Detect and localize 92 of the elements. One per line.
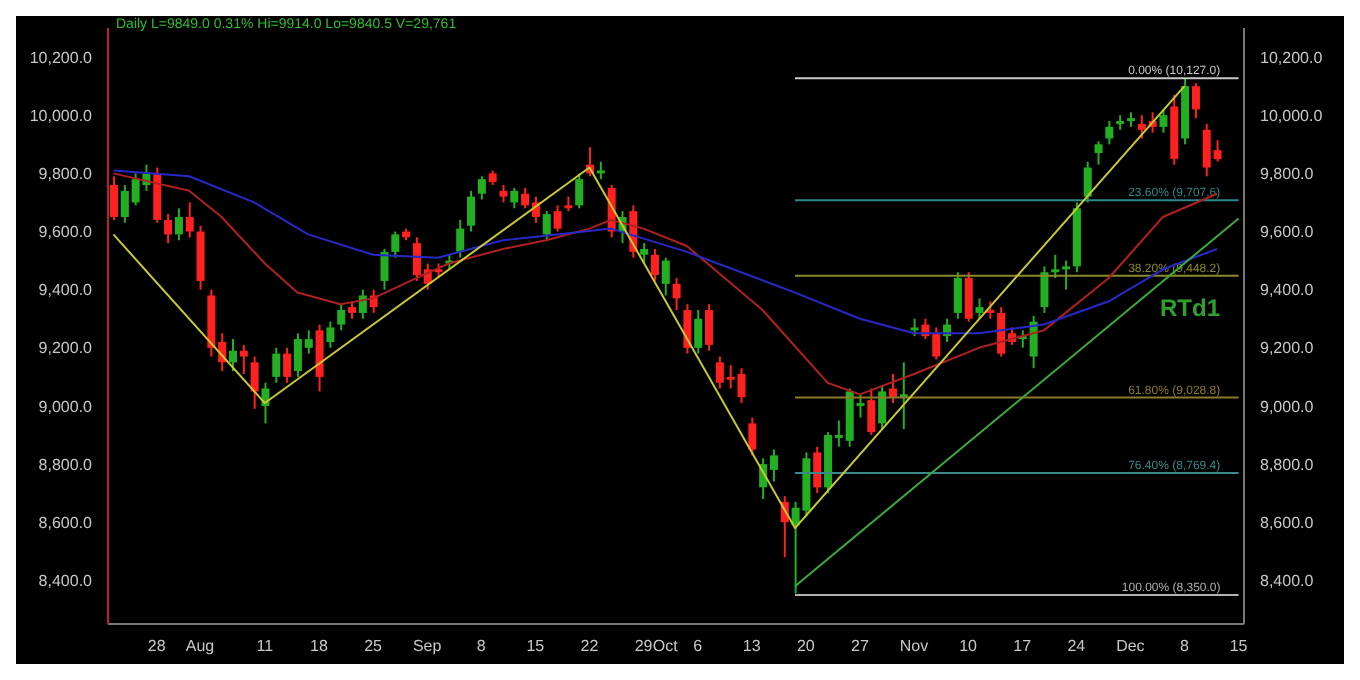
- line-series: [112, 169, 1218, 335]
- candlestick: [510, 186, 519, 210]
- x-tick-label: 27: [851, 637, 870, 656]
- x-tick-label: Aug: [185, 637, 215, 656]
- candlestick: [575, 172, 584, 210]
- candlestick: [553, 204, 562, 233]
- candlestick: [477, 175, 486, 201]
- x-tick-label: 8: [476, 637, 487, 656]
- y-tick-label: 8,800.0: [38, 455, 94, 474]
- candlestick: [672, 277, 681, 312]
- y-tick-label: 9,000.0: [38, 397, 94, 416]
- x-tick-label: 24: [1067, 637, 1087, 656]
- y2-tick-label: 9,000.0: [1260, 397, 1315, 416]
- y2-tick-label: 8,400.0: [1260, 572, 1315, 591]
- candlestick: [694, 309, 703, 355]
- x-tick-label: 29: [634, 637, 654, 656]
- candlestick: [542, 210, 551, 242]
- candlestick: [1159, 108, 1168, 134]
- candlestick: [888, 372, 897, 405]
- y-tick-label: 9,600.0: [38, 223, 94, 242]
- candlestick: [315, 323, 324, 393]
- x-tick-label: 8: [1180, 637, 1191, 656]
- candlestick: [640, 242, 649, 265]
- y-tick-label: 9,400.0: [38, 281, 94, 300]
- candlestick: [185, 201, 194, 239]
- x-tick-label: 15: [526, 637, 546, 656]
- candlestick: [748, 416, 757, 457]
- candlestick: [380, 247, 389, 291]
- candlestick: [358, 288, 367, 320]
- candlestick: [1051, 253, 1060, 280]
- x-tick-label: 15: [1229, 637, 1249, 656]
- y2-tick-label: 10,200.0: [1260, 48, 1324, 67]
- y-tick-label: 8,400.0: [38, 572, 94, 591]
- y-tick-label: 8,600.0: [38, 513, 94, 532]
- candlestick: [229, 338, 238, 373]
- x-tick-label: 6: [693, 637, 704, 656]
- candlestick: [650, 247, 659, 282]
- line-series: [112, 172, 1218, 396]
- candlestick: [705, 303, 714, 352]
- candlestick: [1191, 82, 1200, 120]
- candlestick: [1094, 140, 1103, 166]
- x-tick-label: 10: [959, 637, 979, 656]
- candlestick: [110, 175, 118, 221]
- candlestick: [964, 271, 973, 323]
- candlestick: [456, 218, 465, 259]
- candlestick: [1083, 160, 1092, 204]
- x-tick-label: Sep: [412, 637, 443, 656]
- y2-tick-label: 8,800.0: [1260, 455, 1315, 474]
- candlestick: [661, 256, 670, 297]
- candlestick: [153, 166, 162, 224]
- y-tick-label: 9,200.0: [38, 339, 94, 358]
- candlestick: [899, 361, 908, 431]
- y2-tick-label: 9,800.0: [1260, 165, 1315, 184]
- candlestick: [867, 387, 876, 437]
- candlestick: [1105, 120, 1114, 146]
- candlestick: [250, 355, 259, 410]
- y2-tick-label: 9,400.0: [1260, 281, 1315, 300]
- x-tick-label: 28: [147, 637, 167, 656]
- candlestick: [953, 271, 962, 320]
- y2-tick-label: 8,600.0: [1260, 513, 1315, 532]
- candlestick: [391, 230, 400, 259]
- candlestick: [283, 346, 292, 384]
- x-tick-label: 20: [796, 637, 816, 656]
- candlestick: [467, 189, 476, 233]
- candlestick: [813, 445, 822, 495]
- y-tick-label: 10,200.0: [29, 48, 94, 67]
- candlestick: [878, 384, 887, 431]
- x-tick-label: Nov: [899, 637, 929, 656]
- x-tick-label: 13: [742, 637, 762, 656]
- x-tick-label: Oct: [652, 637, 680, 656]
- x-tick-label: 25: [364, 637, 384, 656]
- candlestick: [1062, 259, 1071, 291]
- candlestick: [1137, 114, 1146, 140]
- candlestick: [239, 343, 248, 375]
- candlestick: [272, 346, 281, 384]
- x-tick-label: 18: [310, 637, 329, 656]
- x-tick-label: 22: [580, 637, 600, 656]
- candlestick: [174, 207, 183, 242]
- y2-tick-label: 9,200.0: [1260, 339, 1315, 358]
- y2-tick-label: 9,600.0: [1260, 223, 1315, 242]
- x-tick-label: 17: [1013, 637, 1033, 656]
- x-tick-label: 11: [256, 637, 275, 656]
- annotation: RTd1: [1160, 294, 1220, 322]
- candlestick: [1040, 265, 1049, 314]
- candlestick: [164, 213, 173, 245]
- candlestick: [337, 303, 346, 332]
- candlestick: [975, 297, 984, 320]
- x-tick-label: Dec: [1116, 637, 1145, 656]
- y2-tick-label: 10,000.0: [1260, 106, 1324, 125]
- y-tick-label: 9,800.0: [38, 165, 94, 184]
- candlestick: [326, 320, 335, 349]
- y-tick-label: 10,000.0: [29, 106, 94, 125]
